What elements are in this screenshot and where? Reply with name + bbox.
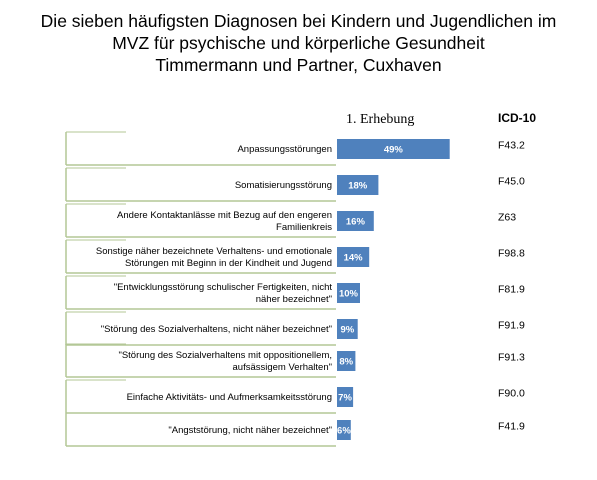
category-label-6: "Störung des Sozialverhaltens, nicht näh…: [101, 324, 332, 335]
chart-title: Die sieben häufigsten Diagnosen bei Kind…: [0, 10, 597, 76]
category-label-8: Einfache Aktivitäts- und Aufmerksamkeits…: [127, 392, 332, 403]
icd-code-5: F81.9: [498, 284, 525, 296]
value-label-5: 10%: [339, 289, 359, 300]
icd-code-7: F91.3: [498, 352, 525, 364]
category-label-7-line-2: aufsässigem Verhalten": [233, 362, 333, 373]
category-label-2-line-1: Somatisierungsstörung: [235, 180, 332, 191]
icd-code-9: F41.9: [498, 421, 525, 433]
bar-5: [337, 283, 360, 303]
value-label-2: 18%: [348, 181, 368, 192]
bar-6: [337, 319, 358, 339]
icd-code-4: F98.8: [498, 248, 525, 260]
icd-code-6: F91.9: [498, 320, 525, 332]
category-label-8-line-1: Einfache Aktivitäts- und Aufmerksamkeits…: [127, 392, 332, 403]
category-label-2: Somatisierungsstörung: [235, 180, 332, 191]
category-label-1-line-1: Anpassungsstörungen: [237, 144, 332, 155]
bar-2: [337, 175, 379, 195]
icd-code-1: F43.2: [498, 140, 525, 152]
value-label-4: 14%: [344, 253, 364, 264]
category-label-3: Andere Kontaktanlässe mit Bezug auf den …: [117, 210, 332, 233]
icd-header: ICD-10: [498, 111, 536, 125]
bar-3: [337, 211, 374, 231]
value-label-9: 6%: [337, 426, 351, 437]
category-label-4-line-1: Sonstige näher bezeichnete Verhaltens- u…: [96, 246, 332, 257]
bar-1: [337, 139, 450, 159]
value-label-3: 16%: [346, 217, 366, 228]
bar-7: [337, 351, 356, 371]
category-label-9: "Angststörung, nicht näher bezeichnet": [168, 425, 332, 436]
category-label-6-line-1: "Störung des Sozialverhaltens, nicht näh…: [101, 324, 332, 335]
category-label-9-line-1: "Angststörung, nicht näher bezeichnet": [168, 425, 332, 436]
bar-4: [337, 247, 370, 267]
chart-title-line-1: Die sieben häufigsten Diagnosen bei Kind…: [40, 11, 557, 31]
value-label-1: 49%: [384, 145, 404, 156]
category-label-3-line-2: Familienkreis: [276, 222, 332, 233]
chart-title-line-3: Timmermann und Partner, Cuxhaven: [155, 55, 442, 75]
value-label-8: 7%: [338, 393, 352, 404]
icd-code-8: F90.0: [498, 388, 525, 400]
value-label-7: 8%: [339, 357, 353, 368]
value-label-6: 9%: [340, 325, 354, 336]
category-label-7-line-1: "Störung des Sozialverhaltens mit opposi…: [118, 350, 332, 361]
category-label-7: "Störung des Sozialverhaltens mit opposi…: [118, 350, 332, 373]
category-label-5: "Entwicklungsstörung schulischer Fertigk…: [114, 282, 333, 305]
category-label-3-line-1: Andere Kontaktanlässe mit Bezug auf den …: [117, 210, 332, 221]
category-label-1: Anpassungsstörungen: [237, 144, 332, 155]
category-label-5-line-1: "Entwicklungsstörung schulischer Fertigk…: [114, 282, 333, 293]
chart-title-line-2: MVZ für psychische und körperliche Gesun…: [112, 33, 485, 53]
series-header: 1. Erhebung: [346, 112, 414, 127]
category-label-4-line-2: Störungen mit Beginn in der Kindheit und…: [125, 258, 332, 269]
category-label-5-line-2: näher bezeichnet": [256, 294, 332, 305]
category-label-4: Sonstige näher bezeichnete Verhaltens- u…: [96, 246, 332, 269]
icd-code-2: F45.0: [498, 176, 525, 188]
bar-8: [337, 387, 354, 407]
bar-9: [337, 420, 351, 440]
icd-code-3: Z63: [498, 212, 516, 224]
